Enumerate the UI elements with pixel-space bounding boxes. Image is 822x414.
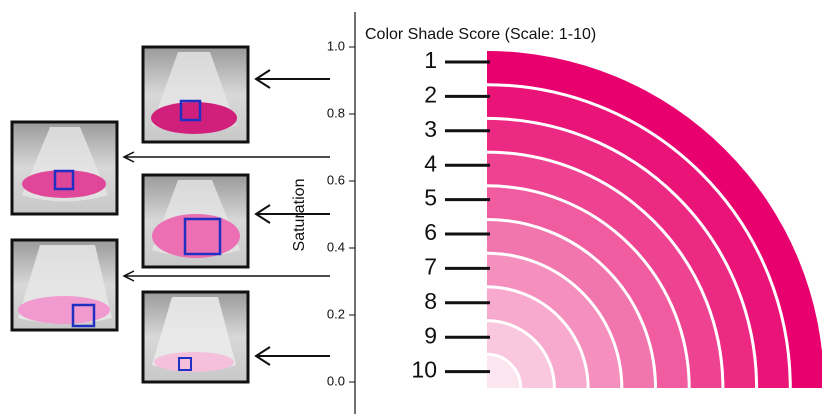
level-label: 9 (424, 322, 437, 348)
photos (12, 47, 248, 382)
arrow (256, 70, 330, 88)
arrow (124, 271, 330, 281)
figure: Saturation Color Shade Score (Scale: 1-1… (0, 0, 822, 414)
level-label: 2 (424, 81, 437, 107)
photo (143, 47, 248, 142)
level-label: 4 (424, 150, 437, 176)
tick-label: 1.0 (327, 38, 345, 53)
page: {"axis": {"label": "Saturation", "ylim":… (0, 0, 822, 414)
level-label: 6 (424, 219, 437, 245)
tick-label: 0.6 (327, 172, 345, 187)
photo (143, 292, 248, 382)
tick-label: 0.8 (327, 105, 345, 120)
photo (12, 122, 117, 214)
arrow (256, 347, 330, 365)
level-label: 5 (424, 185, 437, 211)
scale-title: Color Shade Score (Scale: 1-10) (365, 26, 596, 43)
photo (143, 175, 248, 267)
axis-label: Saturation (291, 179, 308, 252)
tick-label: 0.2 (327, 306, 345, 321)
level-label: 7 (424, 253, 437, 279)
tick-label: 0.0 (327, 373, 345, 388)
arrow (124, 152, 330, 162)
rings (487, 51, 822, 388)
level-label: 8 (424, 288, 437, 314)
level-label: 10 (411, 357, 437, 383)
level-label: 3 (424, 116, 437, 142)
tick-label: 0.4 (327, 239, 345, 254)
photo (12, 240, 117, 330)
level-label: 1 (424, 47, 437, 73)
